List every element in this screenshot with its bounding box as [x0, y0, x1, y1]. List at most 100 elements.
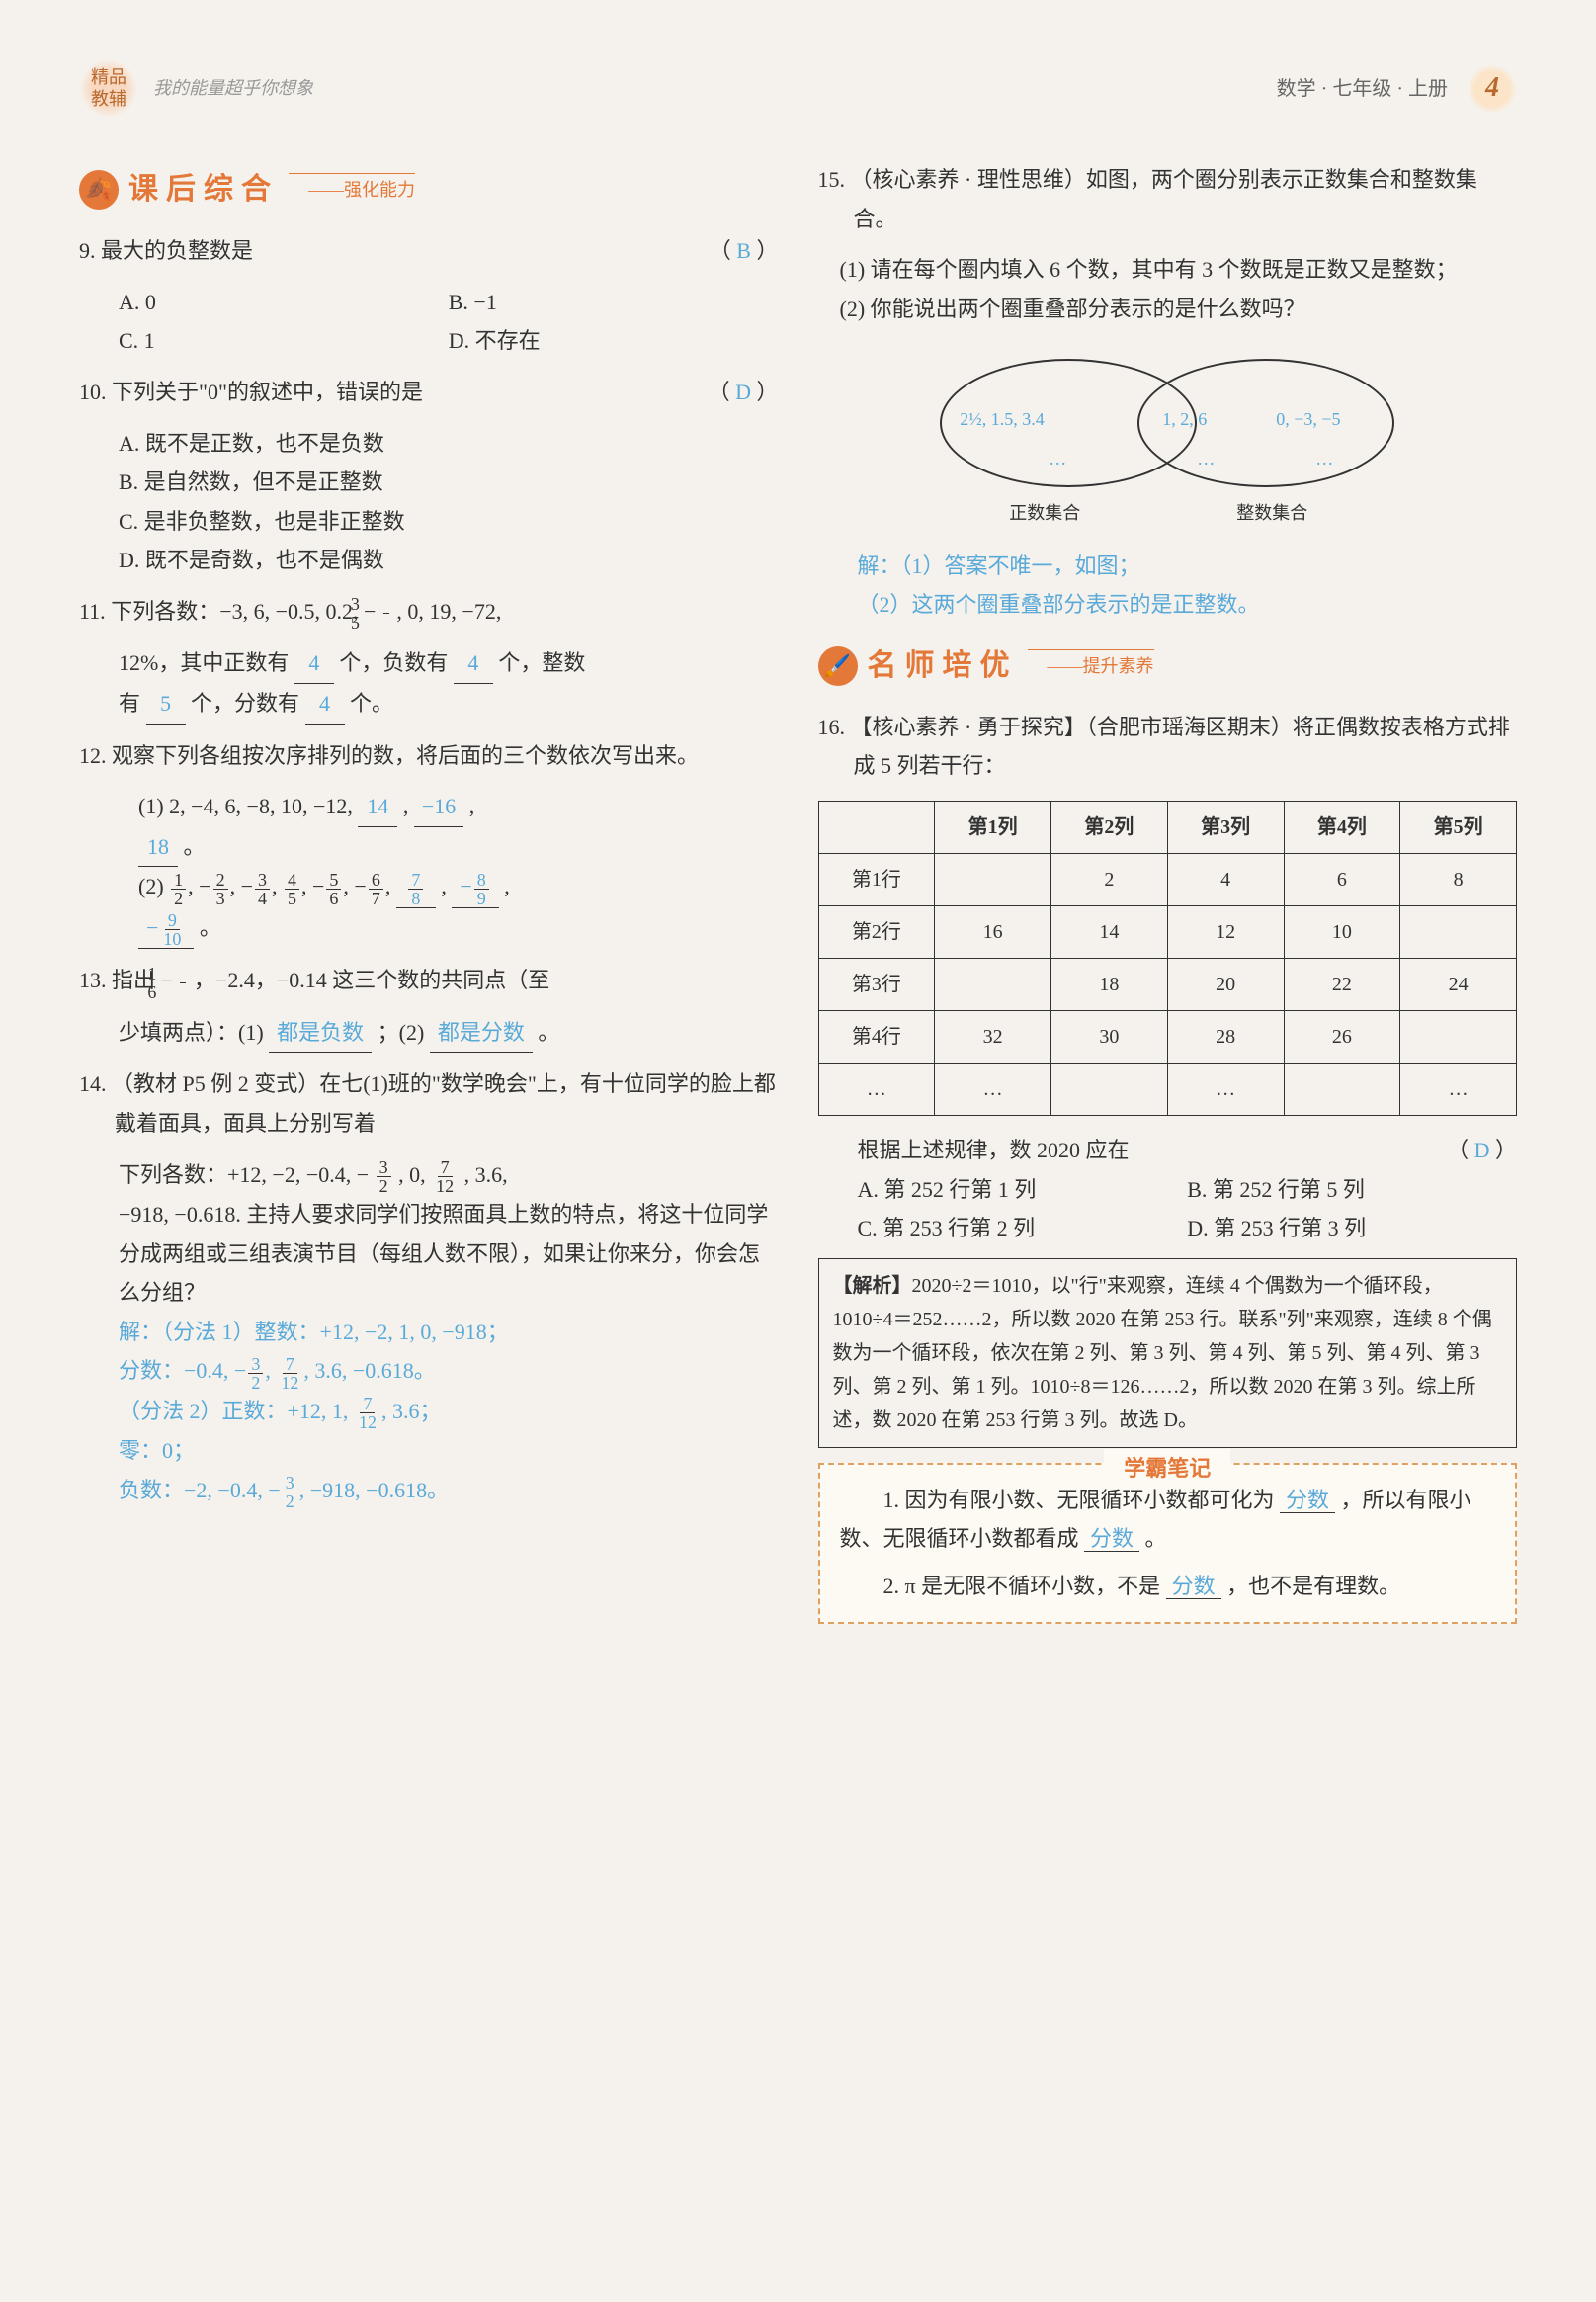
table-cell: 26: [1284, 1010, 1400, 1063]
leaf-icon: 🍂: [79, 170, 119, 210]
q11-l2b: 个，负数有: [339, 650, 448, 675]
table-row: 第4行32302826: [818, 1010, 1517, 1063]
q9-opt-a: A. 0: [119, 283, 449, 322]
q9-answer: B: [736, 238, 751, 263]
table-cell: 8: [1400, 853, 1517, 905]
q11-line2: 12%，其中正数有 4 个，负数有 4 个，整数: [79, 643, 779, 684]
venn-left-text: 2½, 1.5, 3.4: [960, 403, 1045, 435]
q12-p1-b3: 18: [138, 827, 178, 868]
q15-sol2: （2）这两个圈重叠部分表示的是正整数。: [818, 585, 1518, 625]
q16-options: A. 第 252 行第 1 列 B. 第 252 行第 5 列 C. 第 253…: [818, 1170, 1518, 1248]
q11-num: 11.: [79, 599, 106, 624]
table-cell: 30: [1051, 1010, 1168, 1063]
analysis-text: 2020÷2＝1010，以"行"来观察，连续 4 个偶数为一个循环段，1010÷…: [833, 1275, 1492, 1431]
table-cell: …: [935, 1063, 1051, 1115]
header-left: 精品 教辅 我的能量超乎你想象: [79, 59, 313, 118]
notes-box: 学霸笔记 1. 因为有限小数、无限循环小数都可化为 分数 ，所以有限小数、无限循…: [818, 1463, 1518, 1624]
section2-title: 名师培优: [868, 639, 1018, 693]
logo-badge: 精品 教辅: [79, 59, 138, 118]
table-cell: 32: [935, 1010, 1051, 1063]
q15: 15. （核心素养 · 理性思维）如图，两个圈分别表示正数集合和整数集合。: [818, 160, 1518, 238]
q14-l3a: 下列各数：+12, −2, −0.4, −: [119, 1162, 369, 1187]
q9-opt-d: D. 不存在: [449, 321, 779, 361]
q13-b1: 都是负数: [269, 1013, 372, 1054]
q13-line2: 少填两点）：(1) 都是负数 ；(2) 都是分数 。: [79, 1013, 779, 1054]
table-row: 第3行18202224: [818, 958, 1517, 1010]
q16-opt-b: B. 第 252 行第 5 列: [1187, 1170, 1517, 1210]
q12-p2-b2: −89: [452, 867, 498, 907]
q16-opt-a: A. 第 252 行第 1 列: [858, 1170, 1188, 1210]
table-cell: 12: [1167, 905, 1284, 958]
table-cell: …: [1167, 1063, 1284, 1115]
q11-frac1: 35: [383, 595, 389, 632]
q16-analysis: 【解析】2020÷2＝1010，以"行"来观察，连续 4 个偶数为一个循环段，1…: [818, 1258, 1518, 1448]
table-cell: …: [818, 1063, 935, 1115]
table-header-row: 第1列 第2列 第3列 第4列 第5列: [818, 801, 1517, 853]
table-cell: [1051, 1063, 1168, 1115]
table-cell: 28: [1167, 1010, 1284, 1063]
section1-title: 课后综合: [128, 163, 279, 216]
q15-p2: (2) 你能说出两个圈重叠部分表示的是什么数吗？: [818, 290, 1518, 329]
th1: 第1列: [935, 801, 1051, 853]
q10-answer: D: [735, 380, 751, 404]
table-cell: 第1行: [818, 853, 935, 905]
q10-opt-c: C. 是非负整数，也是非正整数: [119, 502, 779, 542]
q14-text: （教材 P5 例 2 变式）在七(1)班的"数学晚会"上，有十位同学的脸上都戴着…: [112, 1071, 776, 1136]
q12-p1-prefix: (1) 2, −4, 6, −8, 10, −12,: [138, 794, 353, 818]
q10-opt-d: D. 既不是奇数，也不是偶数: [119, 541, 779, 580]
table-cell: 20: [1167, 958, 1284, 1010]
table-cell: 18: [1051, 958, 1168, 1010]
q12-p2b: −910 。: [79, 908, 779, 949]
th4: 第4列: [1284, 801, 1400, 853]
left-column: 🍂 课后综合 ——强化能力 9. 最大的负整数是 （ B ） A. 0 B. −…: [79, 148, 779, 1623]
q13-b2: 都是分数: [430, 1013, 533, 1054]
q12-num: 12.: [79, 743, 107, 768]
table-cell: …: [1400, 1063, 1517, 1115]
header-right: 数学 · 七年级 · 上册 4: [1277, 64, 1517, 114]
q12-p2-b1: 78: [396, 867, 436, 907]
notes-b3: 分数: [1166, 1574, 1221, 1599]
q16-title: 【核心素养 · 勇于探究】（合肥市瑶海区期末）将正偶数按表格方式排成 5 列若干…: [851, 715, 1510, 779]
q11-l2c: 个，整数: [498, 650, 585, 675]
q13-num: 13.: [79, 968, 107, 992]
q13-mid: ；(2): [378, 1020, 425, 1045]
q14-l3b: , 0,: [398, 1162, 426, 1187]
q10-opt-a: A. 既不是正数，也不是负数: [119, 424, 779, 464]
q12: 12. 观察下列各组按次序排列的数，将后面的三个数依次写出来。: [79, 736, 779, 776]
q11-blank1: 4: [294, 643, 334, 684]
q9-num: 9.: [79, 238, 96, 263]
q14-l3c: , 3.6,: [464, 1162, 508, 1187]
q12-p1-b1: 14: [358, 787, 397, 827]
q11-l3a: 有: [119, 691, 140, 716]
header-subtitle: 我的能量超乎你想象: [153, 72, 313, 104]
q15-num: 15.: [818, 167, 846, 192]
q14-line3: 下列各数：+12, −2, −0.4, − 32 , 0, 712 , 3.6,: [79, 1155, 779, 1195]
q11-mid1: , 0, 19, −72,: [396, 599, 501, 624]
q10-num: 10.: [79, 380, 107, 404]
table-cell: 2: [1051, 853, 1168, 905]
q16-answer: D: [1474, 1138, 1490, 1162]
q9-opt-b: B. −1: [449, 283, 779, 322]
table-cell: 16: [935, 905, 1051, 958]
section-mingshi: 🖌️ 名师培优 ——提升素养: [818, 639, 1518, 693]
table-cell: 22: [1284, 958, 1400, 1010]
venn-diagram: 2½, 1.5, 3.4 1, 2, 6 0, −3, −5 … … … 正数集…: [818, 349, 1518, 527]
notes-b2: 分数: [1084, 1526, 1139, 1552]
table-cell: 第4行: [818, 1010, 935, 1063]
q13-prefix: 指出 −: [112, 968, 173, 992]
q14-line4: −918, −0.618. 主持人要求同学们按照面具上数的特点，将这十位同学分成…: [79, 1195, 779, 1313]
table-cell: 14: [1051, 905, 1168, 958]
q9: 9. 最大的负整数是 （ B ）: [79, 231, 779, 271]
q14-solution: 解：（分法 1）整数：+12, −2, 1, 0, −918； 分数：−0.4,…: [79, 1313, 779, 1511]
q11-l3b: 个，分数有: [191, 691, 299, 716]
q13-text: ，−2.4，−0.14 这三个数的共同点（至: [194, 968, 549, 992]
q14: 14. （教材 P5 例 2 变式）在七(1)班的"数学晚会"上，有十位同学的脸…: [79, 1065, 779, 1143]
section2-sub: ——提升素养: [1028, 649, 1154, 682]
table-row: 第2行16141210: [818, 905, 1517, 958]
q16-num: 16.: [818, 715, 846, 739]
q11-l3c: 个。: [350, 691, 393, 716]
q9-text: 最大的负整数是: [101, 238, 253, 263]
th3: 第3列: [1167, 801, 1284, 853]
q13-frac: 16: [180, 965, 186, 1001]
q11-line3: 有 5 个，分数有 4 个。: [79, 684, 779, 725]
